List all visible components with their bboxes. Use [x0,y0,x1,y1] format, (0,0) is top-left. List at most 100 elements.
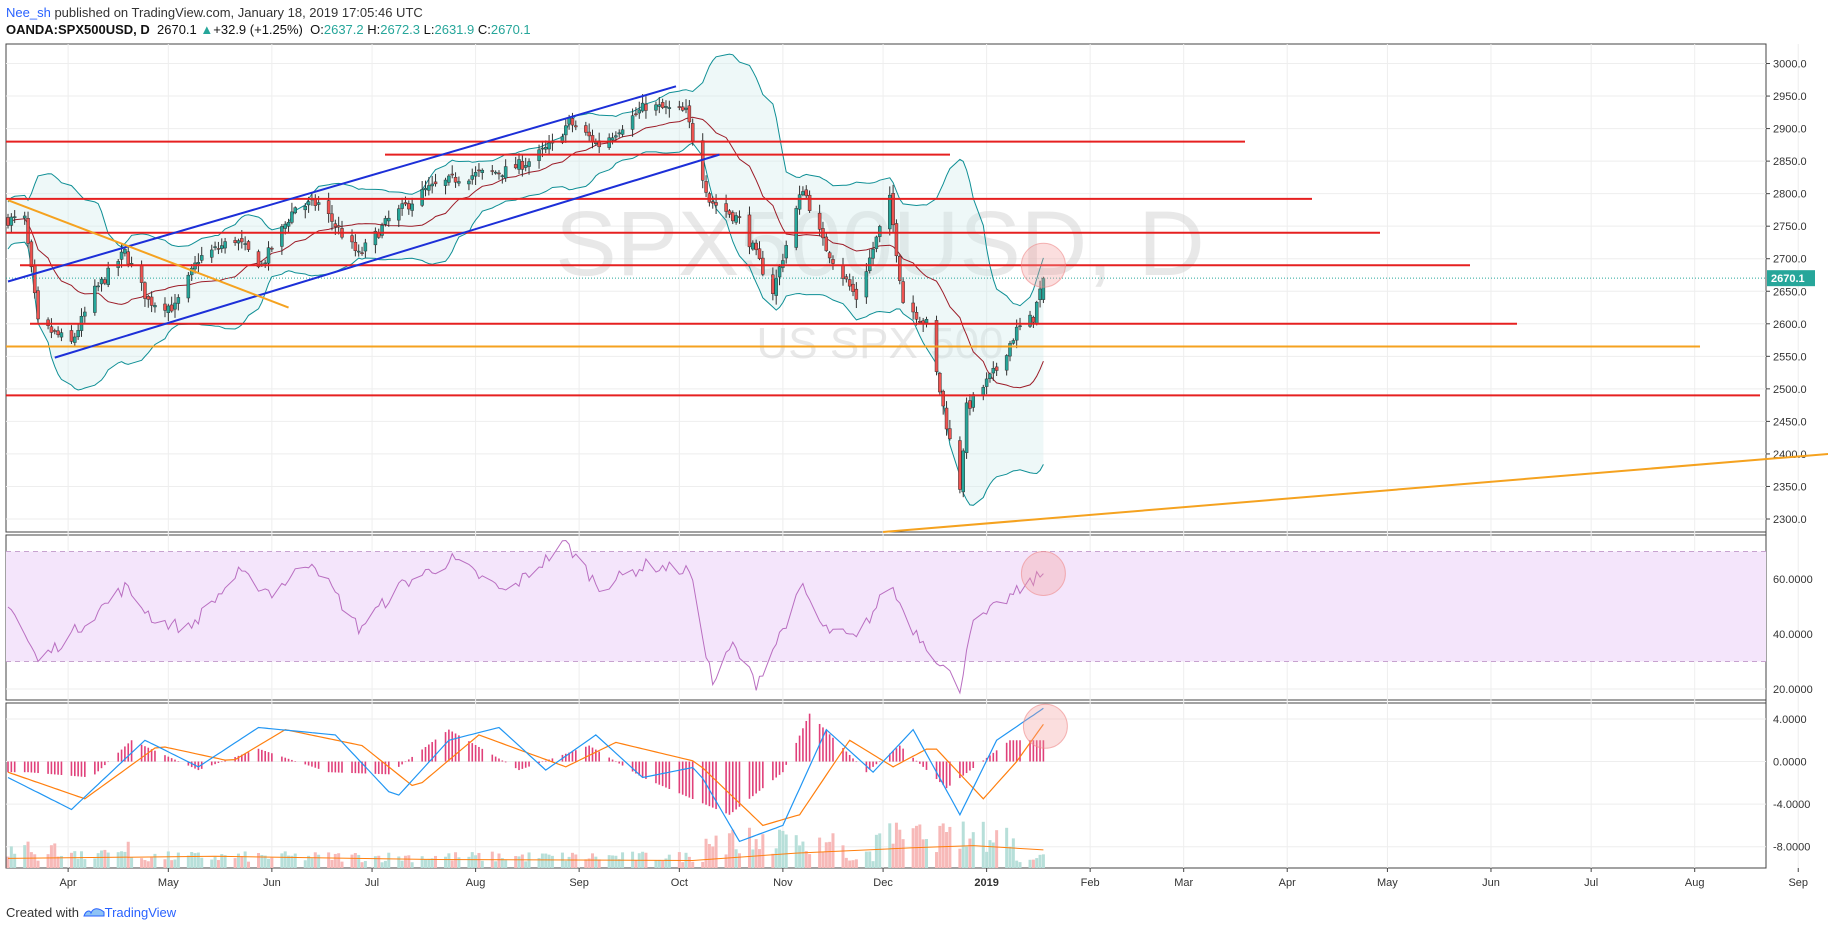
candle [1028,310,1032,328]
last-price-badge-text: 2670.1 [1771,273,1805,285]
macd-histogram-bar [120,749,123,762]
macd-histogram-bar [665,761,667,788]
volume-bar [59,855,63,868]
candle [644,96,648,119]
macd-histogram-bar [53,761,56,775]
macd-histogram-bar [267,752,270,762]
macd-histogram-bar [551,758,554,762]
candle-body [93,285,97,313]
macd-histogram-bar [808,713,811,762]
macd-histogram-bar [588,745,590,762]
x-tick-label: Sep [569,877,589,889]
volume-bar [120,851,124,868]
candle [664,100,668,115]
macd-histogram-bar [481,748,484,762]
candle-body [400,203,404,209]
volume-bar [544,853,548,868]
candle-body [123,248,127,254]
x-tick-label: Aug [466,877,486,889]
volume-bar [380,862,384,868]
volume-bar [293,853,297,868]
volume-bar [894,822,898,868]
candle-body [163,303,167,311]
low-value: 2631.9 [434,22,475,37]
volume-bar [634,860,638,868]
macd-histogram-bar [832,737,834,762]
candle [684,99,688,114]
volume-bar [29,852,33,868]
macd-histogram-bar [728,761,731,815]
candle-body [1011,340,1016,344]
candle-body [804,189,809,197]
tradingview-link[interactable]: TradingView [104,905,177,920]
volume-bar [387,852,391,868]
candle [410,197,414,217]
candle [547,135,551,156]
last-price-badge [1767,270,1815,287]
candle [477,163,481,177]
candle [36,286,40,323]
candle [757,241,762,261]
macd-histogram-bar [50,761,53,775]
macd-histogram-bar [13,761,16,773]
candle-body [233,240,237,243]
volume-bar [46,854,50,868]
candle [93,279,97,316]
volume-bar [574,854,578,868]
volume-bar [821,852,825,868]
macd-histogram-bar [374,761,377,774]
candle-body [854,288,859,300]
candle [771,267,775,301]
macd-histogram-bar [658,761,661,785]
x-tick-label: May [1377,877,1398,889]
author-link[interactable]: Nee_sh [6,5,51,20]
watermark-description: US SPX 500 [756,319,1003,368]
candle-body [420,189,424,206]
macd-histogram-bar [1029,740,1031,762]
candle-body [373,230,378,246]
candle [851,276,855,297]
macd-histogram-bar [257,748,260,762]
candle-body [9,216,14,226]
macd-histogram-bar [174,759,176,762]
candle-body [677,106,682,108]
macd-histogram-bar [70,761,73,776]
volume-bar [260,854,264,868]
candle-body [620,129,625,135]
trend-line-long-uptrend [882,452,1828,533]
volume-bar [33,854,37,868]
volume-bar [948,826,952,868]
macd-histogram-bar [875,761,878,765]
macd-histogram-bar [354,761,357,774]
candle-body [176,297,181,304]
candle [69,325,74,344]
candle-body [637,109,642,114]
candle [894,219,899,263]
volume-bar [106,852,110,868]
macd-histogram-bar [802,728,804,762]
candle-body [306,201,311,206]
symbol-label: OANDA:SPX500USD, D [6,22,150,37]
candle-body [403,202,408,205]
volume-bar [96,853,100,868]
candle-body [53,330,57,332]
candle-body [380,225,384,236]
volume-bar [751,849,755,868]
candle [59,328,64,342]
candle [727,209,732,218]
volume-bar [597,859,601,868]
macd-histogram-bar [177,761,180,762]
candle-body [724,203,728,212]
candle [654,101,658,116]
macd-histogram-bar [895,748,898,762]
candle [493,170,498,175]
volume-bar [654,860,658,868]
chart-header-ohlc: OANDA:SPX500USD, D 2670.1 ▲+32.9 (+1.25%… [6,22,531,37]
candle [737,210,742,224]
candle [433,173,438,187]
macd-histogram-bar [611,759,614,762]
candle [634,107,638,117]
macd-histogram-bar [474,745,477,762]
volume-bar [330,859,334,868]
